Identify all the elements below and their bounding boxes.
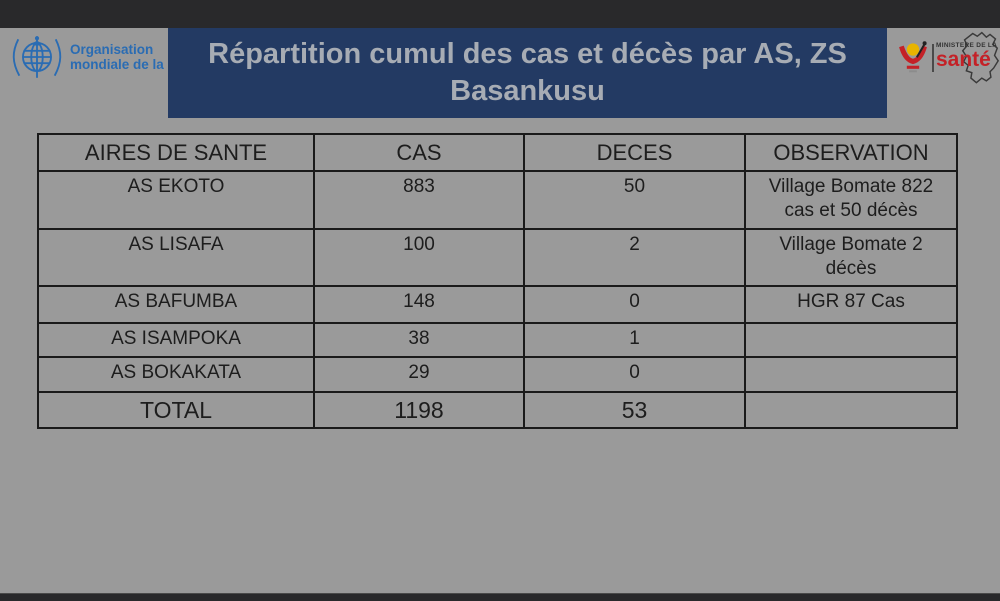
viewer-bottom-bar (0, 593, 1000, 601)
cell-obs: Village Bomate 2 décès (744, 228, 958, 287)
cases-deaths-table: AIRES DE SANTE CAS DECES OBSERVATION AS … (37, 133, 958, 429)
who-logo-line1: Organisation (70, 41, 154, 57)
moh-logo: MINISTERE DE LA santé (894, 29, 1000, 91)
slide-title-line1: Répartition cumul des cas et décès par A… (208, 38, 847, 70)
header-observation: OBSERVATION (744, 133, 958, 172)
header-deces: DECES (523, 133, 746, 172)
moh-sante-label: santé (936, 48, 991, 71)
cell-obs (744, 356, 958, 393)
table-row: AS LISAFA 100 2 Village Bomate 2 décès (37, 228, 958, 287)
cell-obs: Village Bomate 822 cas et 50 décès (744, 170, 958, 230)
cell-cas: 38 (313, 322, 525, 358)
title-banner: Répartition cumul des cas et décès par A… (168, 28, 887, 118)
cell-cas: 148 (313, 285, 525, 324)
drc-map-icon (961, 31, 1000, 84)
cell-cas: 29 (313, 356, 525, 393)
cell-deces: 0 (523, 356, 746, 393)
viewer-top-bar (0, 0, 1000, 28)
slide-title-line2: Basankusu (450, 75, 605, 107)
cell-as: AS BOKAKATA (37, 356, 315, 393)
cell-as: AS EKOTO (37, 170, 315, 230)
table-header-row: AIRES DE SANTE CAS DECES OBSERVATION (37, 133, 958, 172)
cell-cas: 100 (313, 228, 525, 287)
header-aires-de-sante: AIRES DE SANTE (37, 133, 315, 172)
moh-emblem-icon (899, 41, 927, 73)
total-label: TOTAL (37, 391, 315, 429)
table-row: AS BAFUMBA 148 0 HGR 87 Cas (37, 285, 958, 324)
table-row: AS BOKAKATA 29 0 (37, 356, 958, 393)
cell-deces: 1 (523, 322, 746, 358)
moh-logo-divider (932, 44, 934, 72)
cell-as: AS ISAMPOKA (37, 322, 315, 358)
moh-logo-text: MINISTERE DE LA santé (936, 42, 998, 71)
cell-deces: 2 (523, 228, 746, 287)
cell-obs (744, 322, 958, 358)
moh-ministry-label: MINISTERE DE LA (936, 42, 998, 49)
total-obs (744, 391, 958, 429)
cell-as: AS BAFUMBA (37, 285, 315, 324)
table-row: AS ISAMPOKA 38 1 (37, 322, 958, 358)
cell-cas: 883 (313, 170, 525, 230)
total-cas: 1198 (313, 391, 525, 429)
cell-obs: HGR 87 Cas (744, 285, 958, 324)
cell-deces: 0 (523, 285, 746, 324)
cell-as: AS LISAFA (37, 228, 315, 287)
cell-deces: 50 (523, 170, 746, 230)
header-cas: CAS (313, 133, 525, 172)
total-deces: 53 (523, 391, 746, 429)
table-row: AS EKOTO 883 50 Village Bomate 822 cas e… (37, 170, 958, 230)
who-emblem-icon (12, 36, 62, 78)
table-total-row: TOTAL 1198 53 (37, 391, 958, 429)
